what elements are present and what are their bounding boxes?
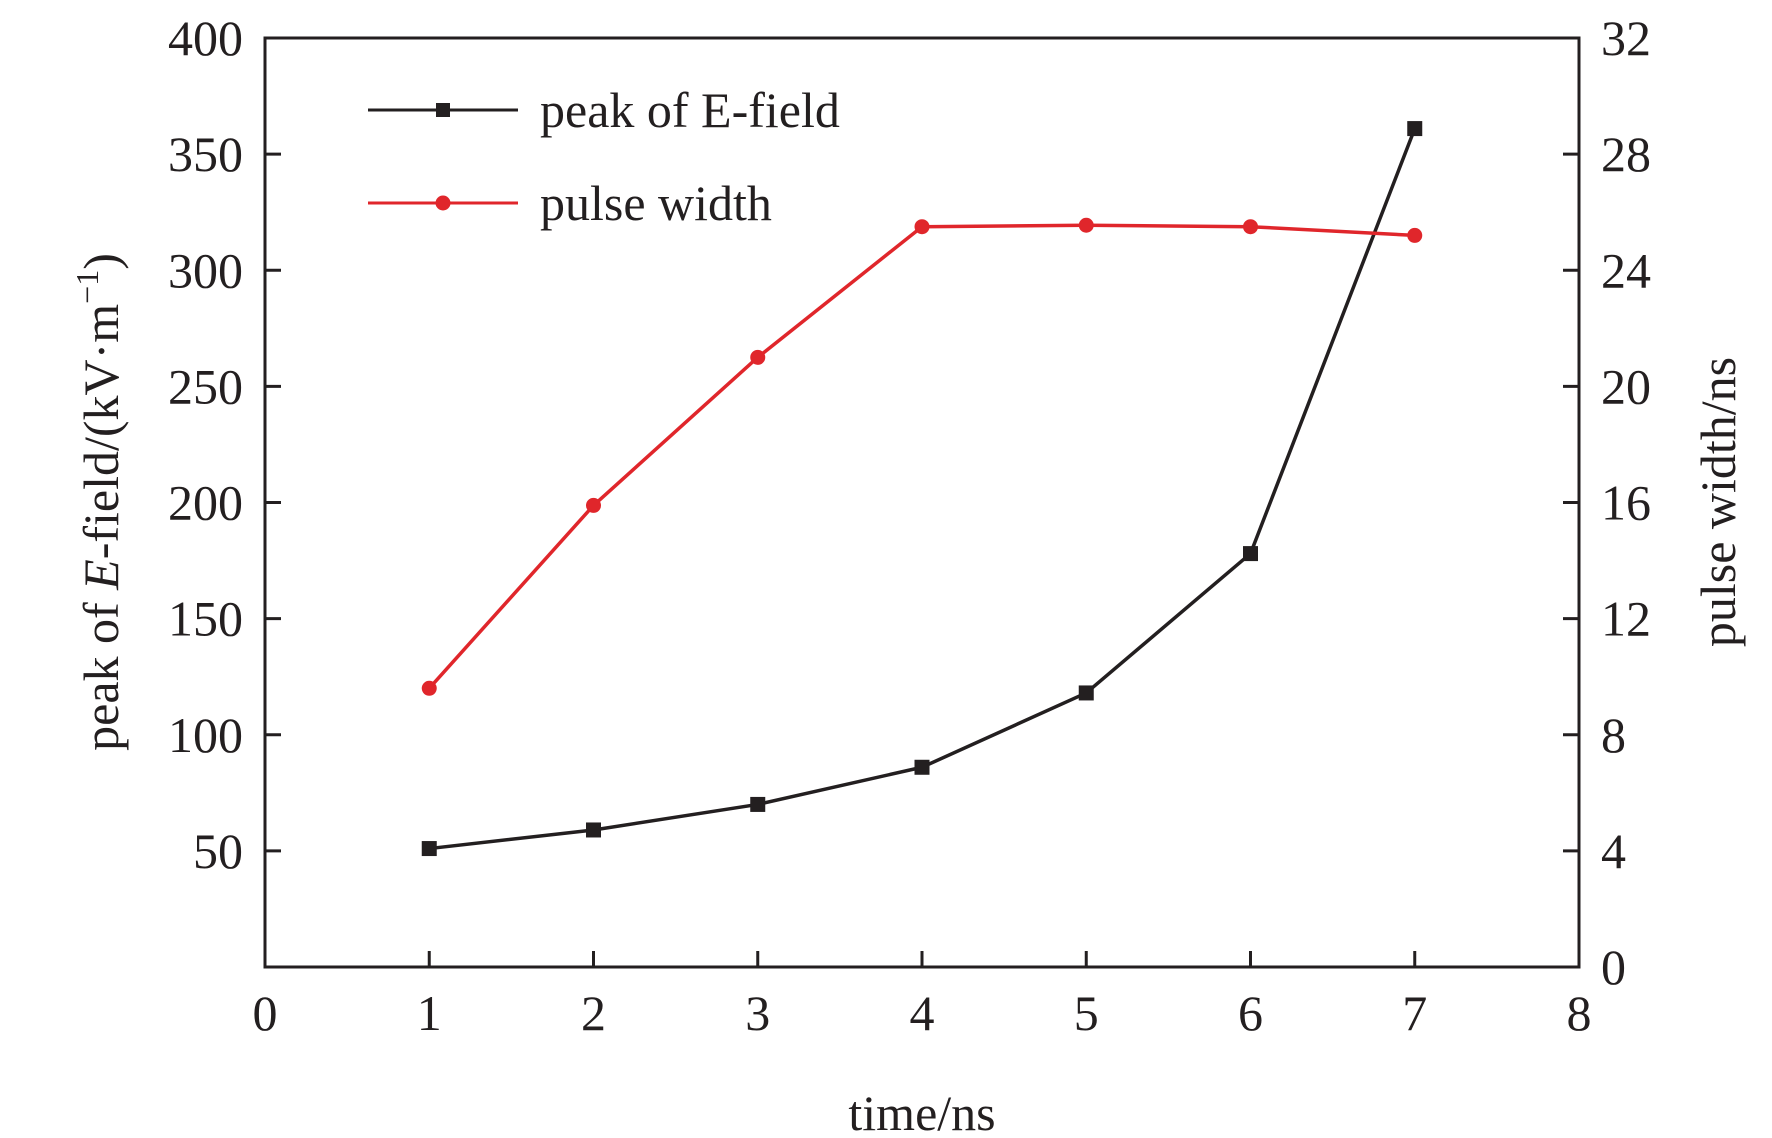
y-left-tick-label: 50 — [193, 823, 243, 879]
data-point-pulse-width — [1078, 217, 1094, 233]
data-point-pulse-width — [1243, 219, 1258, 235]
y-left-axis-title: peak of E-field/(kV·m−1) — [69, 253, 129, 751]
y-left-tick-label: 200 — [168, 475, 243, 531]
x-axis-title: time/ns — [848, 1085, 995, 1138]
y-left-tick-label: 250 — [168, 358, 243, 414]
y-right-tick-label: 0 — [1601, 939, 1626, 995]
data-point-pulse-width — [914, 219, 930, 235]
x-tick-label: 8 — [1567, 985, 1592, 1041]
y-right-axis-title: pulse width/ns — [1690, 357, 1746, 647]
y-right-tick-label: 8 — [1601, 707, 1626, 763]
y-left-tick-label: 100 — [168, 707, 243, 763]
x-tick-label: 6 — [1238, 985, 1263, 1041]
x-tick-label: 7 — [1402, 985, 1427, 1041]
legend-marker-pulse-width — [435, 195, 451, 211]
x-tick-label: 4 — [910, 985, 935, 1041]
y-left-title-close: ) — [73, 253, 129, 270]
y-left-title-sup: −1 — [69, 270, 105, 304]
x-tick-label: 3 — [745, 985, 770, 1041]
plot-frame — [263, 36, 1581, 969]
legend-marker-e-field — [436, 103, 450, 117]
data-point-e-field — [750, 796, 766, 812]
y-right-tick-label: 24 — [1601, 242, 1651, 298]
legend: peak of E-field pulse width — [368, 82, 840, 231]
y-left-title-italic: E — [73, 559, 129, 591]
data-point-e-field — [1078, 685, 1094, 701]
y-right-tick-label: 4 — [1601, 823, 1626, 879]
data-point-e-field — [1407, 121, 1423, 137]
y-right-tick-label: 28 — [1601, 126, 1651, 182]
y-right-tick-label: 16 — [1601, 475, 1651, 531]
x-tick-label: 1 — [417, 985, 442, 1041]
data-point-e-field — [1243, 546, 1258, 562]
data-point-pulse-width — [750, 349, 766, 365]
y-left-tick-label: 400 — [168, 10, 243, 66]
y-left-tick-label: 150 — [168, 591, 243, 647]
y-left-tick-label: 300 — [168, 242, 243, 298]
y-right-tick-label: 20 — [1601, 358, 1651, 414]
y-left-title-prefix: peak of — [73, 590, 129, 751]
data-point-pulse-width — [586, 497, 601, 513]
data-point-pulse-width — [1407, 227, 1423, 243]
data-point-e-field — [586, 822, 601, 838]
x-tick-label: 5 — [1074, 985, 1099, 1041]
x-tick-label: 0 — [253, 985, 278, 1041]
series-line-e-field — [429, 127, 1417, 851]
data-point-e-field — [421, 841, 437, 857]
data-point-pulse-width — [421, 680, 437, 696]
series-layer — [421, 121, 1423, 857]
series-line-pulse-width — [427, 223, 1415, 690]
legend-label-e-field: peak of E-field — [540, 82, 840, 138]
legend-label-pulse-width: pulse width — [540, 175, 772, 231]
y-right-tick-label: 32 — [1601, 10, 1651, 66]
data-point-e-field — [914, 759, 930, 775]
y-right-tick-label: 12 — [1601, 591, 1651, 647]
ticks-layer: 0 1 2 3 4 5 6 7 85010015020025030035040004812162… — [168, 10, 1651, 1041]
y-left-tick-label: 350 — [168, 126, 243, 182]
y-left-title-suffix: -field/(kV·m — [73, 304, 129, 560]
x-tick-label: 2 — [581, 985, 606, 1041]
